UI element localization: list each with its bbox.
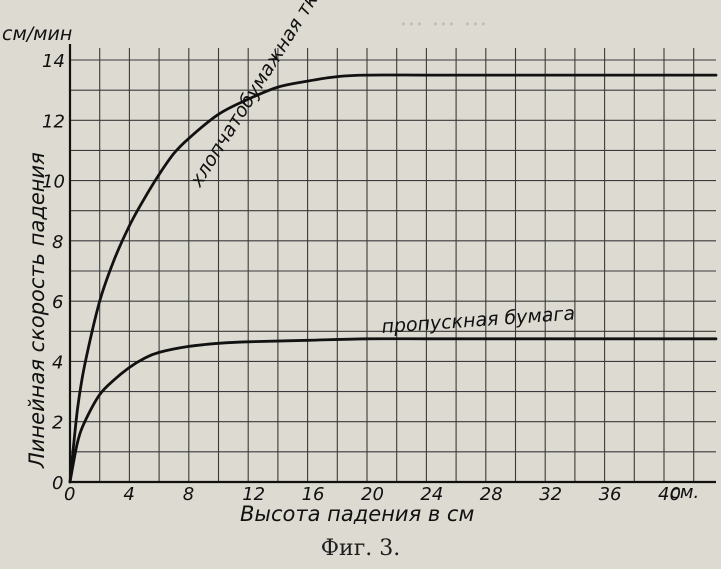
x-tick-label: 8 — [183, 484, 194, 505]
series-line-blotting-paper — [68, 337, 718, 484]
series-label-paper: пропускная бумага — [381, 303, 576, 338]
x-tick-label: 28 — [480, 484, 503, 505]
y-tick-label: 6 — [52, 292, 63, 313]
x-tick-label: 12 — [242, 484, 265, 505]
series-line-cotton-fabric — [68, 73, 718, 484]
x-tick-labels: 0 4 8 12 16 20 24 28 32 36 40 — [64, 484, 681, 505]
figure-caption: Фиг. 3. — [320, 536, 401, 561]
x-tick-label: 40 — [658, 484, 681, 505]
y-tick-label: 12 — [42, 111, 65, 132]
y-tick-label: 10 — [42, 172, 65, 193]
y-axis-label: Линейная скорость падения — [25, 152, 49, 469]
y-unit-label: см/мин — [2, 23, 72, 45]
x-tick-label: 24 — [420, 484, 443, 505]
x-tick-label: 32 — [539, 484, 562, 505]
y-tick-label: 14 — [42, 51, 65, 72]
grid — [70, 48, 716, 482]
x-tick-label: 0 — [64, 484, 75, 505]
y-tick-label: 2 — [52, 413, 63, 434]
x-tick-label: 4 — [123, 484, 134, 505]
x-unit-label: см. — [670, 482, 699, 503]
x-axis-label: Высота падения в см — [240, 502, 474, 526]
x-tick-label: 16 — [302, 484, 325, 505]
x-tick-label: 36 — [599, 484, 622, 505]
y-tick-label: 8 — [52, 232, 63, 253]
axes — [68, 44, 716, 484]
x-tick-label: 20 — [361, 484, 384, 505]
y-tick-label: 4 — [52, 352, 63, 373]
series-lines — [68, 73, 718, 484]
y-tick-label: 0 — [52, 473, 63, 494]
y-tick-labels: 0 2 4 6 8 10 12 14 — [42, 51, 65, 494]
series-label-cotton: хлопчатобумажная ткань с перекрещ. нитям… — [185, 0, 452, 191]
